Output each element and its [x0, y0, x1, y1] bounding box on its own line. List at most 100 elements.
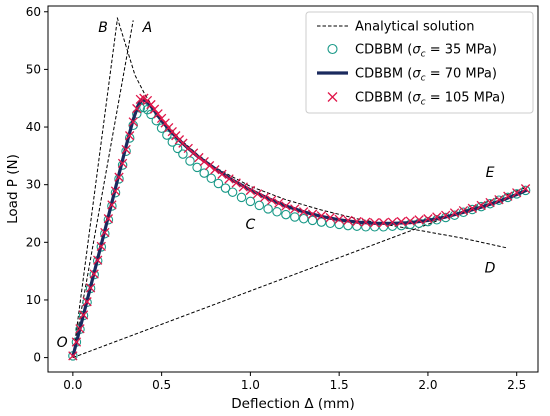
analytical-solution-line	[72, 20, 134, 358]
cdbbm-105-marker	[512, 188, 522, 198]
cdbbm-105-marker	[298, 207, 309, 217]
y-tick-label: 60	[26, 5, 41, 19]
annotation-layer: A B C D E O	[57, 20, 496, 351]
cdbbm-105-marker	[458, 205, 469, 216]
cdbbm-35-marker	[172, 143, 183, 154]
analytical-solution-line	[72, 20, 118, 358]
cdbbm-105-marker	[274, 198, 284, 208]
cdbbm-105-marker	[405, 216, 415, 226]
x-tick-label: 0.5	[152, 378, 171, 392]
cdbbm-105-marker	[316, 211, 327, 221]
cdbbm-105-marker	[96, 241, 106, 252]
plot-frame	[47, 5, 539, 373]
cdbbm-105-marker	[245, 185, 256, 196]
cdbbm-35-marker	[156, 123, 167, 133]
cdbbm-105-marker	[93, 255, 103, 265]
cdbbm-105-marker	[100, 227, 110, 238]
cdbbm-105-marker	[281, 201, 291, 211]
cdbbm-105-marker	[387, 217, 398, 227]
cdbbm-105-marker	[476, 200, 486, 211]
annotation-label: E	[486, 165, 495, 181]
y-tick-label: 40	[26, 120, 41, 134]
cdbbm-35-marker	[192, 162, 202, 173]
plot-layer	[68, 17, 531, 361]
annotation-label: A	[142, 20, 153, 36]
y-tick-label: 0	[33, 351, 41, 365]
cdbbm-35-marker	[254, 200, 265, 211]
cdbbm-35-marker	[162, 130, 172, 140]
cdbbm-105-marker	[267, 195, 277, 205]
cdbbm-105-marker	[259, 192, 270, 203]
cdbbm-105-marker	[103, 214, 114, 224]
legend-label-sigma: σ	[412, 91, 421, 106]
legend-label-sigma: σ	[412, 67, 421, 82]
annotation-label: D	[485, 260, 496, 276]
cdbbm-105-marker	[343, 215, 353, 226]
cdbbm-35-marker	[185, 156, 195, 166]
x-tick-label: 2.0	[418, 378, 437, 392]
cdbbm-105-marker	[156, 113, 167, 124]
cdbbm-105-marker	[110, 186, 121, 196]
cdbbm-35-marker	[307, 215, 318, 226]
x-tick-label: 2.5	[507, 378, 526, 392]
series-layer	[68, 17, 531, 361]
legend-label-prefix: CDBBM (	[355, 67, 412, 82]
cdbbm-105-marker	[107, 200, 117, 210]
cdbbm-105-marker	[325, 212, 335, 223]
y-tick-label: 20	[26, 235, 41, 249]
y-tick-label: 30	[26, 178, 41, 192]
cdbbm-105-marker	[378, 218, 389, 228]
cdbbm-105-marker	[128, 117, 138, 127]
cdbbm-105-marker	[114, 172, 124, 182]
cdbbm-35-marker	[263, 204, 273, 214]
cdbbm-105-marker	[396, 216, 406, 227]
cdbbm-105-marker	[423, 214, 433, 224]
cdbbm-105-marker	[194, 152, 204, 163]
cdbbm-105-marker	[75, 324, 85, 334]
cdbbm-105-marker	[204, 160, 215, 171]
cdbbm-105-marker	[117, 158, 128, 169]
cdbbm-105-marker	[153, 109, 163, 119]
cdbbm-105-marker	[224, 174, 234, 184]
cdbbm-35-marker	[298, 213, 309, 224]
cdbbm-35-marker	[213, 178, 224, 189]
cdbbm-105-marker	[307, 209, 318, 219]
cdbbm-35-marker	[272, 207, 282, 217]
legend-cdbbm-105-swatch	[327, 92, 338, 102]
legend-label-subscript: c	[421, 98, 426, 108]
cdbbm-105-marker	[71, 337, 82, 347]
cdbbm-70-line	[71, 98, 528, 357]
legend-box	[305, 11, 534, 114]
cdbbm-105-marker	[520, 184, 531, 194]
cdbbm-105-marker	[160, 118, 170, 128]
legend-label-subscript: c	[421, 74, 426, 84]
cdbbm-35-marker	[199, 168, 209, 178]
cdbbm-105-marker	[132, 103, 142, 114]
cdbbm-105-marker	[231, 178, 241, 188]
legend-label-sigma: σ	[412, 43, 421, 58]
cdbbm-105-marker	[210, 165, 220, 175]
y-tick-label: 10	[26, 293, 41, 307]
cdbbm-105-marker	[217, 169, 227, 179]
cdbbm-105-marker	[467, 203, 477, 213]
legend-label-analytical: Analytical solution	[355, 20, 474, 35]
cdbbm-105-marker	[370, 218, 380, 228]
annotation-label: O	[57, 335, 68, 351]
cdbbm-105-marker	[238, 182, 248, 192]
x-tick-label: 1.5	[330, 378, 349, 392]
cdbbm-105-marker	[82, 297, 92, 307]
cdbbm-105-marker	[146, 99, 156, 110]
x-axis-label: Deflection Δ (mm)	[231, 396, 354, 412]
cdbbm-35-marker	[220, 183, 231, 193]
cdbbm-105-marker	[252, 189, 263, 199]
cdbbm-35-marker	[178, 149, 188, 159]
cdbbm-105-marker	[485, 197, 495, 208]
legend-label-value: = 105 MPa)	[426, 91, 506, 106]
cdbbm-105-marker	[432, 212, 442, 222]
y-axis-label: Load P (N)	[5, 154, 21, 224]
cdbbm-105-marker	[503, 191, 513, 201]
x-tick-label: 0.0	[63, 378, 82, 392]
legend-label-cdbbm-105: CDBBM (σc = 105 MPa)	[355, 91, 505, 108]
cdbbm-105-marker	[414, 215, 424, 225]
